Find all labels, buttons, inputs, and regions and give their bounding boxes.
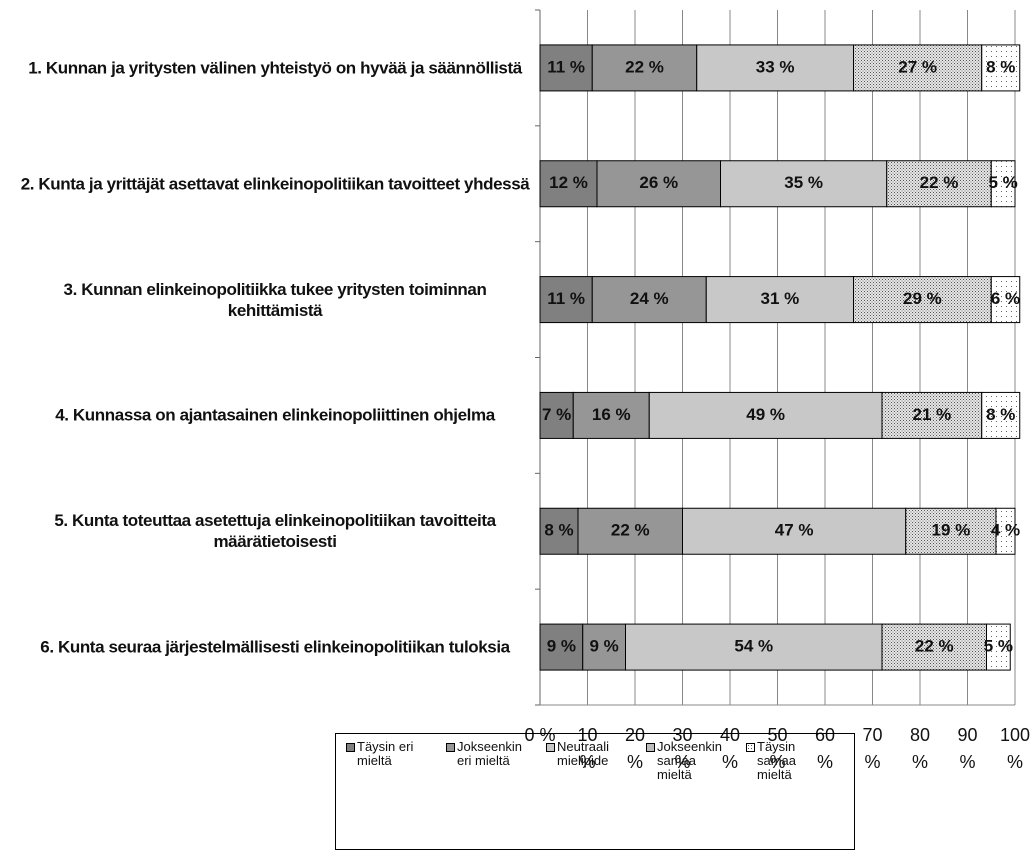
value-label: 31 % bbox=[761, 289, 800, 308]
legend-item: Täysin samaa mieltä bbox=[746, 740, 838, 782]
value-label: 8 % bbox=[544, 521, 573, 540]
bar-segment bbox=[990, 160, 1016, 208]
category-label: 2. Kunta ja yrittäjät asettavat elinkein… bbox=[20, 174, 530, 194]
bar-segment bbox=[705, 276, 854, 324]
legend-label: Täysin samaa mieltä bbox=[757, 739, 797, 782]
x-tick-label: 70% bbox=[862, 725, 882, 772]
legend-swatch bbox=[546, 743, 555, 752]
x-tick-label: 100% bbox=[1000, 725, 1030, 772]
bar-segment bbox=[981, 44, 1021, 92]
legend-swatch bbox=[446, 743, 455, 752]
bar-segment bbox=[577, 507, 683, 555]
value-label: 21 % bbox=[913, 405, 952, 424]
value-label: 22 % bbox=[611, 521, 650, 540]
x-tick-label: 80% bbox=[910, 725, 930, 772]
legend-label: Täysin eri mieltä bbox=[357, 739, 414, 768]
value-label: 8 % bbox=[986, 405, 1015, 424]
legend: Täysin eri mieltä Jokseenkin eri mieltä Ne… bbox=[335, 733, 855, 850]
value-label: 9 % bbox=[547, 637, 576, 656]
category-label: 6. Kunta seuraa järjestelmällisesti elin… bbox=[40, 637, 510, 657]
x-tick-label: 0 % bbox=[524, 725, 555, 745]
bar-segment bbox=[881, 391, 983, 439]
legend-swatch bbox=[746, 743, 755, 752]
bar-segment bbox=[572, 391, 650, 439]
category-label: 3. Kunnan elinkeinopolitiikka tukee yrit… bbox=[63, 279, 487, 320]
bar-segment bbox=[853, 44, 983, 92]
value-label: 8 % bbox=[986, 57, 1015, 76]
x-tick-label: 30% bbox=[672, 725, 692, 772]
category-label: 1. Kunnan ja yritysten välinen yhteistyö… bbox=[28, 58, 522, 78]
value-label: 6 % bbox=[991, 289, 1020, 308]
x-tick-label: 90% bbox=[957, 725, 977, 772]
bar-segment bbox=[539, 507, 579, 555]
bar-segment bbox=[886, 160, 992, 208]
x-tick-label: 20% bbox=[625, 725, 645, 772]
legend-item: Neutraali mielipide bbox=[546, 740, 638, 768]
legend-item: Jokseenkin samaa mieltä bbox=[646, 740, 738, 782]
bar-segment bbox=[990, 276, 1021, 324]
legend-swatch bbox=[346, 743, 355, 752]
legend-label: Neutraali mielipide bbox=[557, 739, 610, 768]
value-label: 22 % bbox=[915, 637, 954, 656]
bar-segment bbox=[720, 160, 888, 208]
legend-item: Jokseenkin eri mieltä bbox=[446, 740, 538, 768]
category-label: 4. Kunnassa on ajantasainen elinkeinopol… bbox=[55, 405, 495, 425]
bar-segment bbox=[981, 391, 1021, 439]
x-tick-label: 40% bbox=[720, 725, 740, 772]
bar-segment bbox=[853, 276, 992, 324]
legend-item: Täysin eri mieltä bbox=[346, 740, 438, 768]
bar-segment bbox=[539, 44, 593, 92]
value-label: 7 % bbox=[542, 405, 571, 424]
bar-segment bbox=[648, 391, 883, 439]
value-label: 22 % bbox=[920, 173, 959, 192]
bar-segment bbox=[539, 160, 598, 208]
value-label: 47 % bbox=[775, 521, 814, 540]
value-label: 29 % bbox=[903, 289, 942, 308]
bar-segment bbox=[682, 507, 907, 555]
value-label: 54 % bbox=[734, 637, 773, 656]
x-tick-label: 60% bbox=[815, 725, 835, 772]
value-label: 26 % bbox=[639, 173, 678, 192]
legend-swatch bbox=[646, 743, 655, 752]
bar-segment bbox=[696, 44, 854, 92]
value-label: 35 % bbox=[784, 173, 823, 192]
value-label: 24 % bbox=[630, 289, 669, 308]
value-label: 11 % bbox=[547, 57, 585, 76]
bar-segment bbox=[539, 623, 584, 671]
bar-segment bbox=[995, 507, 1016, 555]
bar-segment bbox=[582, 623, 626, 671]
value-label: 16 % bbox=[592, 405, 631, 424]
value-label: 33 % bbox=[756, 57, 795, 76]
value-label: 11 % bbox=[547, 289, 585, 308]
bar-segment bbox=[986, 623, 1011, 671]
legend-label: Jokseenkin samaa mieltä bbox=[657, 739, 723, 782]
bar-segment bbox=[596, 160, 721, 208]
legend-label: Jokseenkin eri mieltä bbox=[457, 739, 523, 768]
value-label: 5 % bbox=[984, 637, 1013, 656]
value-label: 27 % bbox=[898, 57, 937, 76]
x-tick-label: 50% bbox=[767, 725, 787, 772]
bar-segment bbox=[539, 276, 593, 324]
value-label: 49 % bbox=[746, 405, 785, 424]
bar-segment bbox=[881, 623, 987, 671]
category-label: 5. Kunta toteuttaa asetettuja elinkeinop… bbox=[54, 511, 496, 552]
value-label: 5 % bbox=[988, 173, 1017, 192]
value-label: 22 % bbox=[625, 57, 664, 76]
bar-segment bbox=[625, 623, 883, 671]
value-label: 19 % bbox=[932, 521, 971, 540]
value-label: 4 % bbox=[991, 521, 1020, 540]
x-tick-label: 10% bbox=[577, 725, 597, 772]
value-label: 9 % bbox=[589, 637, 618, 656]
bar-segment bbox=[591, 276, 707, 324]
value-label: 12 % bbox=[549, 173, 588, 192]
